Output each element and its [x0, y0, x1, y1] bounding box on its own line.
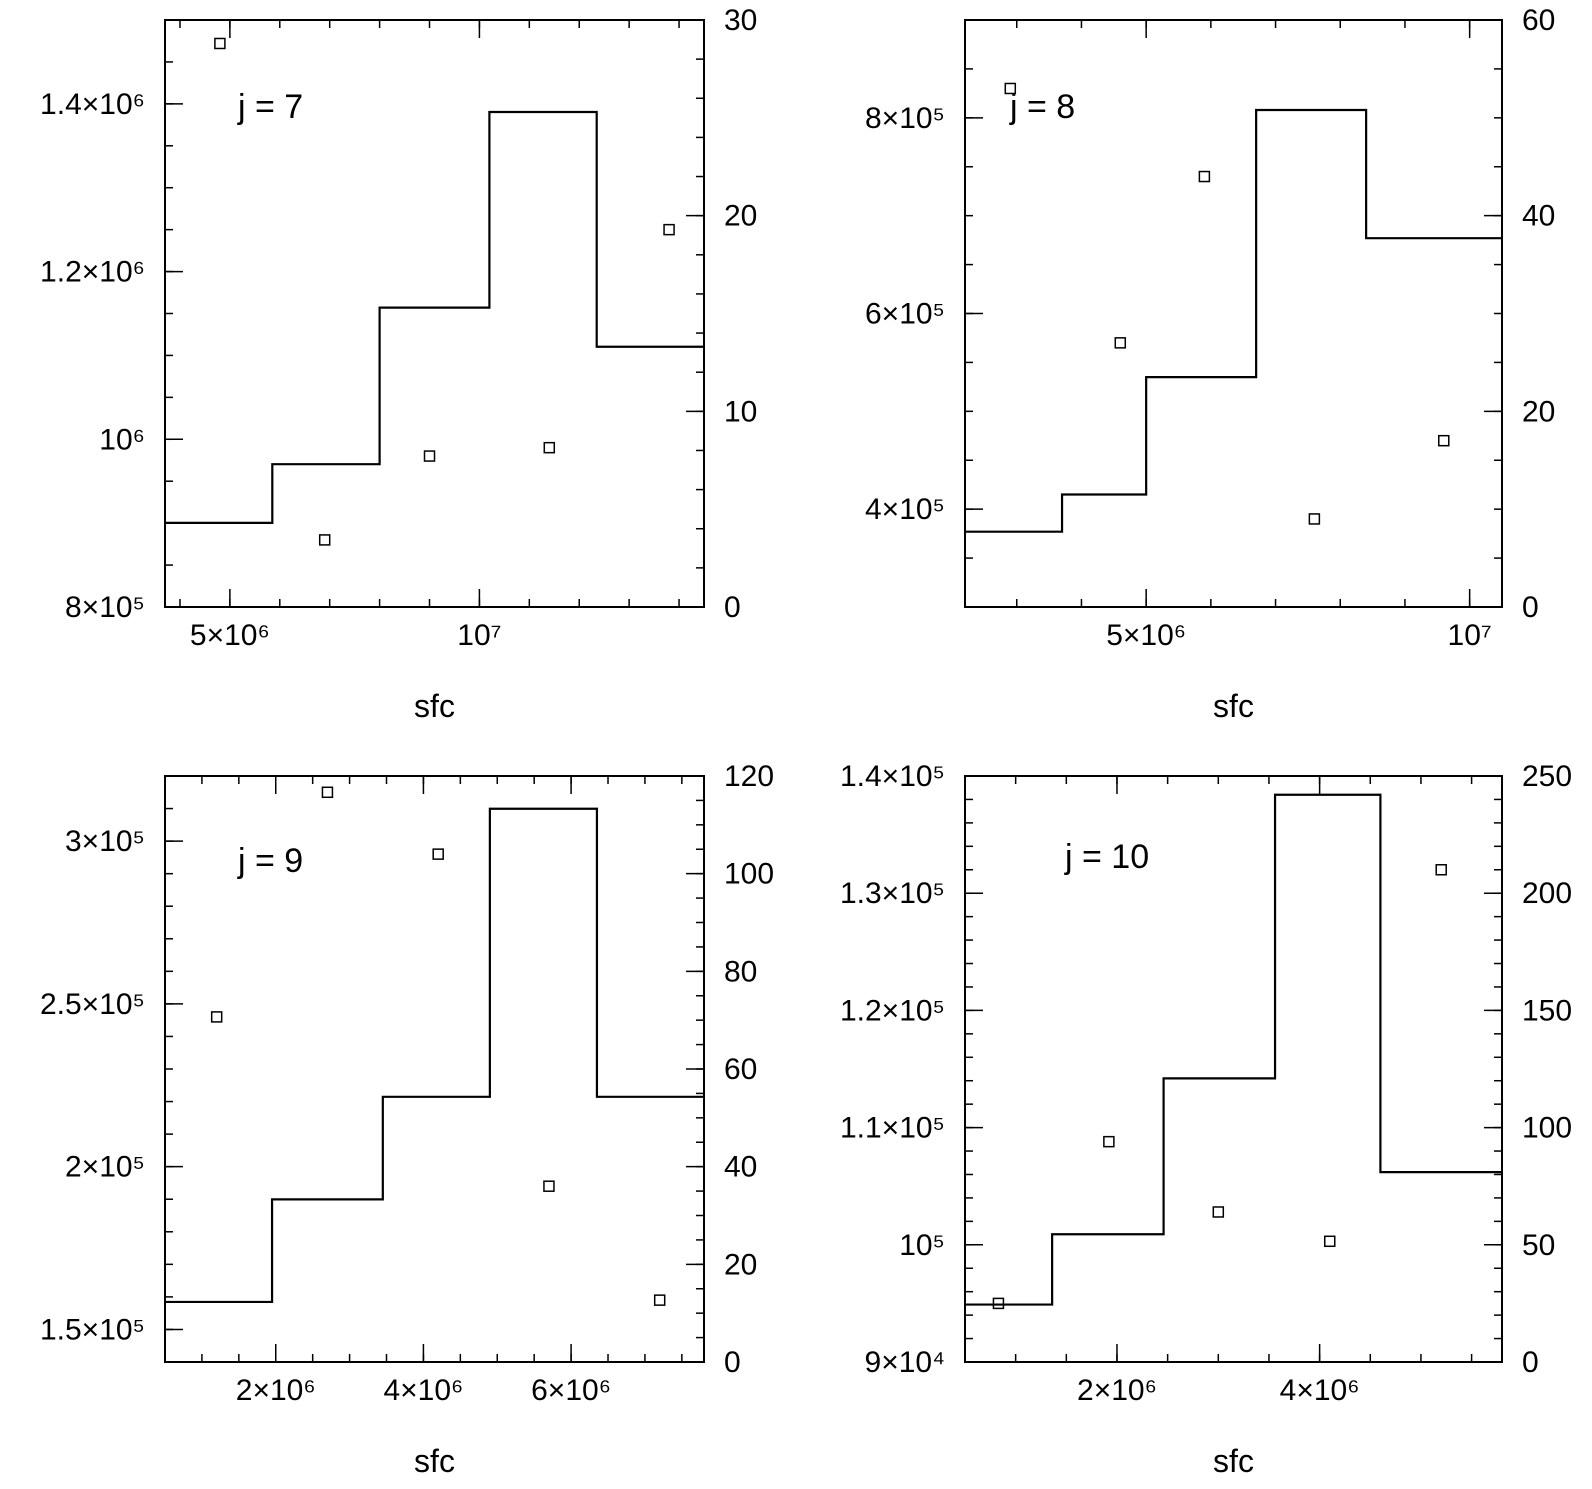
y-tick-label: 4×10⁵: [865, 493, 945, 526]
data-point: [1324, 1235, 1336, 1248]
histogram-outline: [165, 110, 704, 524]
data-point: [321, 786, 334, 799]
x-tick-label: 10⁷: [1448, 619, 1492, 652]
x-tick-label: 10⁷: [457, 619, 501, 652]
y-tick-label: 9×10⁴: [865, 1346, 945, 1379]
y2-tick-label: 200: [1522, 877, 1572, 910]
y-tick-label: 1.3×10⁵: [840, 877, 945, 910]
y2-tick-label: 120: [724, 760, 774, 793]
y-tick-label: 2×10⁵: [65, 1151, 145, 1184]
x-tick-label: 5×10⁶: [190, 619, 270, 652]
x-axis-label: sfc: [1213, 688, 1254, 724]
panel-2: 5×10⁶ 10⁷ 4×10⁵ 6×10⁵ 8×10⁵ 0 20 40 60 j = 8 sfc: [865, 4, 1555, 724]
y-tick-label: 8×10⁵: [865, 102, 945, 135]
data-point: [1435, 864, 1447, 876]
x-axis-label: sfc: [414, 688, 455, 724]
data-point: [1308, 513, 1321, 525]
y-tick-label: 2.5×10⁵: [40, 988, 145, 1021]
histogram-outline: [965, 108, 1502, 533]
histogram-outline: [965, 793, 1502, 1306]
y-tick-label: 3×10⁵: [65, 825, 145, 858]
data-point: [1103, 1135, 1115, 1148]
x-tick-label: 2×10⁶: [236, 1374, 316, 1407]
y-tick-label: 1.2×10⁶: [40, 256, 145, 289]
panel-label: j = 7: [237, 88, 303, 126]
data-point: [214, 37, 226, 50]
y2-tick-label: 10: [724, 395, 757, 428]
y2-tick-label: 100: [724, 858, 774, 891]
panel-4: 2×10⁶ 4×10⁶ 9×10⁴ 10⁵ 1.1×10⁵ 1.2×10⁵ 1.3×10⁵ 1…: [840, 760, 1572, 1479]
y2-tick-label: 50: [1522, 1229, 1555, 1262]
y2-tick-label: 20: [724, 200, 757, 233]
panel-label: j = 9: [237, 842, 303, 880]
data-point: [423, 450, 436, 462]
y-tick-label: 1.4×10⁶: [40, 88, 145, 121]
y-tick-label: 10⁶: [99, 423, 145, 456]
y2-tick-label: 40: [724, 1151, 757, 1184]
x-tick-label: 6×10⁶: [531, 1374, 611, 1407]
histogram-outline: [165, 807, 704, 1304]
data-point: [543, 441, 556, 454]
y-tick-label: 6×10⁵: [865, 298, 945, 331]
y2-tick-label: 20: [1522, 395, 1555, 428]
data-point: [653, 1294, 666, 1306]
y2-tick-label: 250: [1522, 760, 1572, 793]
plot-frame: [964, 775, 1503, 1363]
y-tick-label: 8×10⁵: [65, 591, 145, 624]
data-point: [1212, 1206, 1225, 1218]
y2-tick-label: 0: [1522, 1346, 1539, 1379]
data-point: [663, 223, 675, 236]
y-tick-label: 1.5×10⁵: [40, 1313, 145, 1346]
y-tick-label: 10⁵: [899, 1229, 945, 1262]
panel-label: j = 10: [1064, 838, 1149, 876]
data-point: [432, 848, 444, 860]
y2-tick-label: 100: [1522, 1112, 1572, 1145]
data-point: [1198, 170, 1211, 183]
data-point: [1004, 82, 1017, 95]
y2-tick-label: 20: [724, 1248, 757, 1281]
x-tick-label: 2×10⁶: [1077, 1374, 1157, 1407]
panel-3: 2×10⁶ 4×10⁶ 6×10⁶ 1.5×10⁵ 2×10⁵ 2.5×10⁵ 3×10⁵ 0…: [40, 760, 774, 1479]
data-point: [1438, 434, 1450, 447]
y-tick-label: 1.4×10⁵: [840, 760, 945, 793]
x-axis-label: sfc: [1213, 1443, 1254, 1479]
y2-tick-label: 0: [724, 591, 741, 624]
data-point: [1114, 337, 1127, 349]
x-tick-label: 4×10⁶: [1280, 1374, 1360, 1407]
x-tick-label: 4×10⁶: [383, 1374, 463, 1407]
y-tick-label: 1.1×10⁵: [840, 1112, 945, 1145]
y2-tick-label: 0: [1522, 591, 1539, 624]
y2-tick-label: 30: [724, 4, 757, 37]
y2-tick-label: 40: [1522, 200, 1555, 233]
y2-tick-label: 60: [724, 1053, 757, 1086]
data-point: [992, 1297, 1005, 1310]
y-tick-label: 1.2×10⁵: [840, 994, 945, 1027]
y2-tick-label: 80: [724, 955, 757, 988]
x-axis-label: sfc: [414, 1443, 455, 1479]
y2-tick-label: 150: [1522, 994, 1572, 1027]
x-tick-label: 5×10⁶: [1106, 619, 1186, 652]
data-point: [318, 534, 331, 546]
panel-1: 5×10⁶ 10⁷ 8×10⁵ 10⁶ 1.2×10⁶ 1.4×10⁶ 0 10 20 30 j =…: [40, 4, 757, 724]
data-point: [543, 1180, 555, 1192]
panel-label: j = 8: [1009, 88, 1075, 126]
y2-tick-label: 60: [1522, 4, 1555, 37]
y2-tick-label: 0: [724, 1346, 741, 1379]
data-point: [210, 1011, 223, 1023]
